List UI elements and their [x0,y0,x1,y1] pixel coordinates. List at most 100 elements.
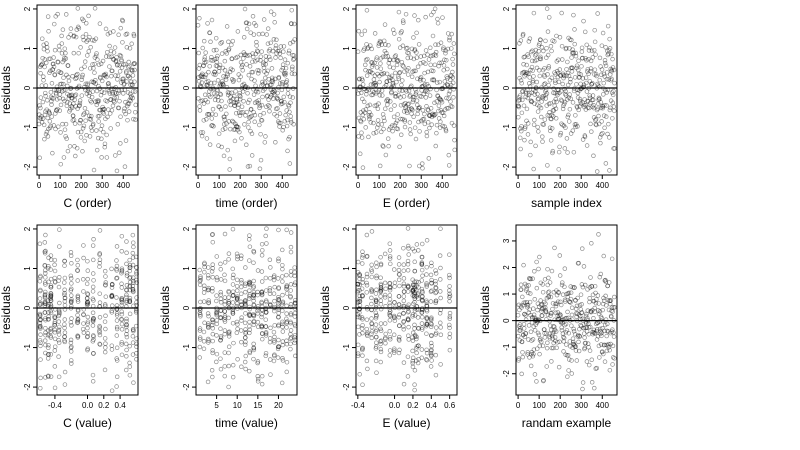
data-point [550,38,555,43]
data-point [243,327,248,332]
data-point [598,314,604,320]
data-point [68,299,74,305]
data-point [382,48,388,54]
data-point [270,96,276,101]
data-point [427,125,432,131]
data-point [62,295,68,301]
data-point [605,52,610,58]
x-tick-label: 15 [253,401,262,410]
data-point [102,367,108,373]
data-point [373,344,379,349]
data-point [259,331,265,336]
data-point [110,103,116,109]
data-point [560,71,566,77]
data-point [283,70,289,76]
data-point [582,335,587,340]
data-point [545,282,551,288]
data-point [560,57,565,62]
data-point [532,58,538,64]
data-point [401,381,407,387]
data-point [198,299,203,305]
data-point [197,267,202,273]
data-point [574,318,580,324]
data-point [214,333,219,338]
data-point [370,92,376,98]
data-point [202,55,208,60]
data-point [124,261,129,267]
data-point [238,60,244,65]
data-point [251,278,256,284]
data-point [57,310,62,315]
data-point [438,325,443,330]
data-point [132,61,138,66]
data-point [256,71,261,76]
data-point [380,143,385,148]
data-point [369,60,375,65]
data-point [429,317,434,323]
data-point [53,92,59,97]
data-point [62,263,67,268]
data-point [231,127,237,132]
data-point [572,285,577,290]
data-point [408,131,413,137]
data-point [378,254,383,260]
data-point [226,257,231,262]
data-point [411,282,416,288]
data-point [283,65,289,71]
data-point [538,302,544,308]
data-point [284,286,289,292]
data-point [45,352,51,357]
data-point [196,50,201,56]
data-point [538,298,543,303]
data-point [413,90,419,95]
data-point [604,348,610,354]
data-point [577,88,582,93]
data-point [253,51,259,57]
data-point [433,268,438,273]
data-point [272,323,277,328]
data-point [255,67,260,73]
data-point [228,94,233,100]
data-point [269,79,275,84]
data-point [437,253,443,258]
data-point [437,125,443,130]
data-point [85,81,90,86]
data-point [288,230,294,235]
data-point [51,123,57,128]
data-point [119,340,124,345]
data-point [91,333,96,338]
data-point [438,97,443,103]
data-point [234,123,239,129]
data-point [358,110,364,115]
data-point [562,297,568,303]
data-point [452,137,457,143]
data-point [263,233,268,239]
y-tick-label: 0 [23,85,32,90]
data-point [537,41,542,46]
data-point [260,248,265,253]
data-point [257,105,262,111]
data-point [218,334,224,339]
data-point [88,45,93,50]
data-point [383,331,388,337]
data-point [114,318,120,323]
data-point [239,253,244,259]
x-tick-label: 100 [532,401,546,410]
data-point [419,267,425,273]
data-point [97,330,102,335]
data-point [398,132,404,137]
data-point [276,120,282,126]
data-point [209,269,215,274]
data-point [580,284,586,290]
data-point [378,283,384,288]
data-point [111,86,117,91]
data-point [263,333,269,338]
data-point [375,125,380,130]
data-point [225,92,231,98]
data-point [565,150,570,155]
data-point [230,362,236,368]
data-point [562,299,568,304]
data-point [577,313,583,319]
data-point [369,229,375,234]
data-point [60,59,65,65]
